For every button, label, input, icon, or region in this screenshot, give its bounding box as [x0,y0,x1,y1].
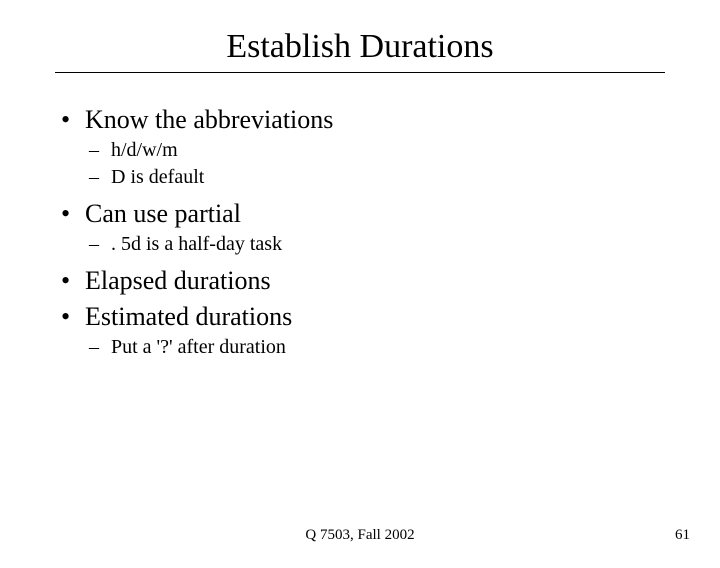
bullet-text: Elapsed durations [85,266,271,295]
bullet-list: Know the abbreviations h/d/w/m D is defa… [55,105,665,359]
list-item: Elapsed durations [55,266,665,296]
bullet-text: h/d/w/m [111,139,178,161]
list-item: h/d/w/m [85,139,665,162]
page-number: 61 [675,527,690,544]
bullet-text: Know the abbreviations [85,105,333,134]
list-item: Estimated durations Put a '?' after dura… [55,302,665,359]
list-item: Put a '?' after duration [85,336,665,359]
sub-list: h/d/w/m D is default [85,139,665,189]
bullet-text: . 5d is a half-day task [111,233,282,255]
list-item: Know the abbreviations h/d/w/m D is defa… [55,105,665,189]
sub-list: . 5d is a half-day task [85,233,665,256]
bullet-text: Can use partial [85,199,241,228]
slide: Establish Durations Know the abbreviatio… [0,28,720,568]
sub-list: Put a '?' after duration [85,336,665,359]
list-item: D is default [85,166,665,189]
slide-title: Establish Durations [0,28,720,66]
bullet-text: Put a '?' after duration [111,336,286,358]
footer-course: Q 7503, Fall 2002 [0,527,720,544]
list-item: Can use partial . 5d is a half-day task [55,199,665,256]
slide-body: Know the abbreviations h/d/w/m D is defa… [55,105,665,359]
title-underline [55,72,665,73]
bullet-text: D is default [111,166,204,188]
list-item: . 5d is a half-day task [85,233,665,256]
bullet-text: Estimated durations [85,302,292,331]
